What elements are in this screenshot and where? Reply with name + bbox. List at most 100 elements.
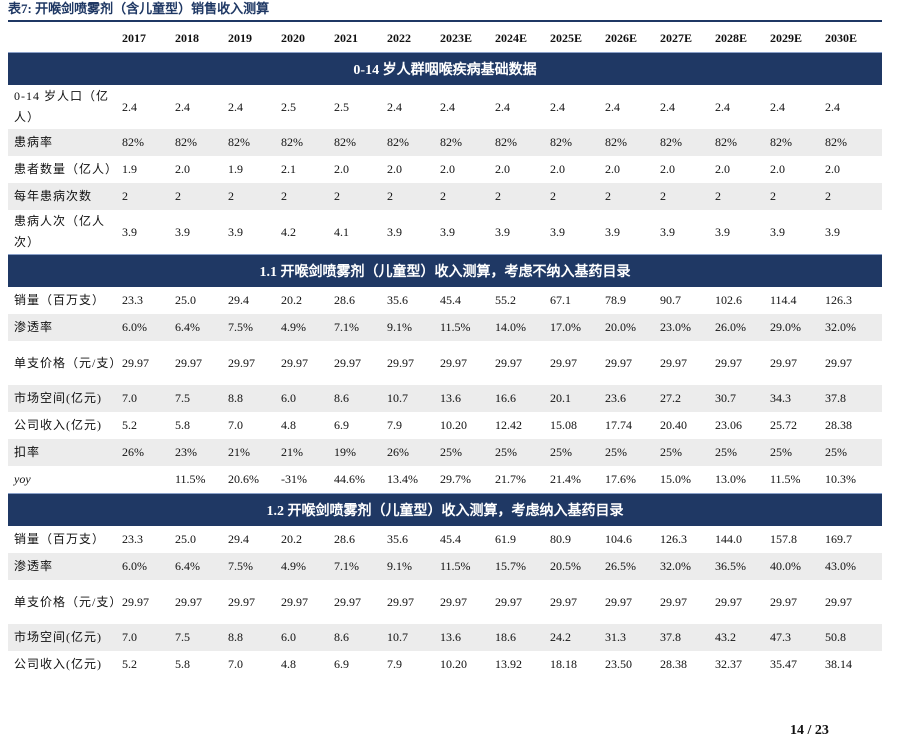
table-cell: 2.0 — [770, 162, 785, 176]
row-label: 市场空间(亿元) — [8, 385, 120, 412]
table-cell: 13.6 — [438, 385, 493, 412]
table-cell: 3.9 — [387, 224, 402, 239]
table-body: 2017 2018 2019 2020 2021 2022 2023E 2024E 2025E 2… — [8, 24, 882, 678]
section-title: 1.1 开喉剑喷雾剂（儿童型）收入测算，考虑不纳入基药目录 — [8, 254, 882, 287]
table-cell: 25.0 — [175, 293, 196, 307]
table-cell: 29.97 — [715, 355, 742, 370]
table-cell: 23.06 — [715, 418, 742, 432]
table-cell: 3.9 — [715, 224, 730, 239]
table-cell: 29.97 — [440, 355, 467, 370]
table-cell: 25.72 — [770, 418, 797, 432]
table-cell: 6.0 — [279, 385, 332, 412]
table-cell: 7.5% — [226, 314, 279, 341]
table-cell: 19% — [332, 439, 385, 466]
table-cell: 9.1% — [385, 314, 438, 341]
table-cell: 43.2 — [713, 624, 768, 651]
table-cell: 25% — [603, 439, 658, 466]
table-cell: 23.3 — [122, 293, 143, 307]
table-cell: 26.0% — [713, 314, 768, 341]
table-cell: 6.4% — [173, 553, 226, 580]
table-cell: 21.4% — [550, 472, 581, 486]
row-label: 0-14 岁人口（亿人） — [14, 89, 109, 124]
table-cell: 7.1% — [332, 314, 385, 341]
table-cell: 14.0% — [493, 314, 548, 341]
section-title: 0-14 岁人群咽喉疾病基础数据 — [8, 52, 882, 85]
table-cell: 29.97 — [495, 355, 522, 370]
year-header: 2026E — [605, 30, 638, 45]
table-cell: 29.97 — [550, 594, 577, 609]
table-cell: 29.97 — [387, 355, 414, 370]
table-cell: 29.97 — [122, 355, 149, 370]
table-cell: 25% — [493, 439, 548, 466]
table-cell: 7.5 — [173, 624, 226, 651]
table-row: 渗透率 6.0% 6.4% 7.5% 4.9% 7.1% 9.1% 11.5% 14.0% 17.… — [8, 314, 882, 341]
table-cell: 2 — [385, 183, 438, 210]
table-cell: 82% — [713, 129, 768, 156]
table-cell: 11.5% — [438, 314, 493, 341]
table-cell: 3.9 — [228, 224, 243, 239]
table-cell: 32.0% — [658, 553, 713, 580]
row-label: yoy — [14, 472, 31, 486]
table-cell: 7.5% — [226, 553, 279, 580]
table-cell: 20.40 — [660, 418, 687, 432]
table-cell: 3.9 — [660, 224, 675, 239]
table-cell: 7.0 — [228, 657, 243, 671]
table-cell: 2.0 — [495, 162, 510, 176]
table-cell: 2.0 — [334, 162, 349, 176]
table-row: 患病人次（亿人次） 3.9 3.9 3.9 4.2 4.1 3.9 3.9 3.9 3.9 3.9 3… — [8, 210, 882, 255]
table-row: 单支价格（元/支） 29.97 29.97 29.97 29.97 29.97 29.97 2… — [8, 341, 882, 385]
table-cell: 2.4 — [228, 99, 243, 114]
table-cell: 2 — [226, 183, 279, 210]
table-cell: 5.8 — [175, 657, 190, 671]
table-cell: 82% — [658, 129, 713, 156]
table-cell: 2.4 — [175, 99, 190, 114]
table-cell: 55.2 — [495, 293, 516, 307]
table-cell: 43.0% — [823, 553, 882, 580]
table-cell: 23.0% — [658, 314, 713, 341]
table-cell: 26% — [120, 439, 173, 466]
table-cell: 5.2 — [122, 657, 137, 671]
table-cell: 61.9 — [495, 532, 516, 546]
table-cell: 6.9 — [334, 418, 349, 432]
table-cell: 1.9 — [228, 162, 243, 176]
table-cell: 2 — [658, 183, 713, 210]
table-row: 市场空间(亿元) 7.0 7.5 8.8 6.0 8.6 10.7 13.6 18.6 24.2 3… — [8, 624, 882, 651]
table-cell: 2.0 — [387, 162, 402, 176]
table-cell: 29.97 — [825, 355, 852, 370]
table-cell: 8.8 — [226, 624, 279, 651]
table-cell: 169.7 — [825, 532, 852, 546]
table-cell: 9.1% — [385, 553, 438, 580]
table-cell: 12.42 — [495, 418, 522, 432]
table-cell: 2.1 — [281, 162, 296, 176]
table-cell: 15.0% — [660, 472, 691, 486]
table-cell: 82% — [548, 129, 603, 156]
table-cell: 30.7 — [713, 385, 768, 412]
table-cell: 36.5% — [713, 553, 768, 580]
table-cell: 29.97 — [550, 355, 577, 370]
table-cell: 11.5% — [770, 472, 801, 486]
table-cell: 144.0 — [715, 532, 742, 546]
table-row: 患病率 82% 82% 82% 82% 82% 82% 82% 82% 82% 82% 82% 82% 8… — [8, 129, 882, 156]
table-cell: 38.14 — [825, 657, 852, 671]
table-row: 患者数量（亿人） 1.9 2.0 1.9 2.1 2.0 2.0 2.0 2.0 2.0 2.0 2.… — [8, 156, 882, 183]
table-cell: -31% — [281, 472, 307, 486]
year-header: 2024E — [495, 30, 528, 45]
table-cell: 29.97 — [228, 355, 255, 370]
table-cell: 11.5% — [438, 553, 493, 580]
table-cell: 126.3 — [660, 532, 687, 546]
table-cell: 16.6 — [493, 385, 548, 412]
table-cell: 47.3 — [768, 624, 823, 651]
table-cell: 78.9 — [605, 293, 626, 307]
table-cell: 29.97 — [281, 355, 308, 370]
table-cell: 10.7 — [385, 624, 438, 651]
table-cell: 13.6 — [438, 624, 493, 651]
table-cell: 29.4 — [228, 532, 249, 546]
table-cell: 8.8 — [226, 385, 279, 412]
table-cell: 5.8 — [175, 418, 190, 432]
table-cell: 3.9 — [550, 224, 565, 239]
table-cell: 23.50 — [605, 657, 632, 671]
table-row: 公司收入(亿元) 5.2 5.8 7.0 4.8 6.9 7.9 10.20 13.92 18.1… — [8, 651, 882, 678]
table-cell: 37.8 — [823, 385, 882, 412]
year-header: 2027E — [660, 30, 693, 45]
table-cell: 10.20 — [440, 418, 467, 432]
